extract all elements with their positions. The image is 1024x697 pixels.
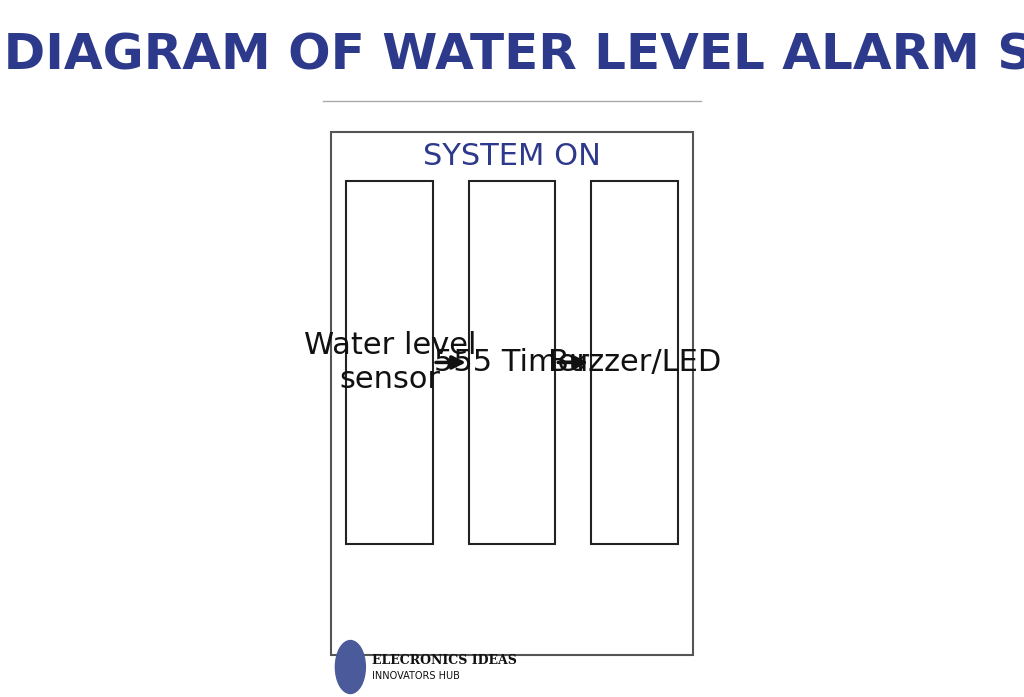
- Text: SYSTEM ON: SYSTEM ON: [423, 142, 601, 171]
- Circle shape: [336, 641, 366, 694]
- Bar: [469, 181, 555, 544]
- Text: Buzzer/LED: Buzzer/LED: [548, 348, 721, 377]
- Text: INNOVATORS HUB: INNOVATORS HUB: [372, 671, 460, 681]
- Text: 555 Timer: 555 Timer: [434, 348, 590, 377]
- Text: BLOCK DIAGRAM OF WATER LEVEL ALARM SYSTEM: BLOCK DIAGRAM OF WATER LEVEL ALARM SYSTE…: [0, 32, 1024, 79]
- Bar: [591, 181, 678, 544]
- Bar: [346, 181, 433, 544]
- Text: ELECRONICS IDEAS: ELECRONICS IDEAS: [372, 654, 517, 667]
- Text: Water level
sensor: Water level sensor: [303, 331, 476, 394]
- Bar: [331, 132, 693, 655]
